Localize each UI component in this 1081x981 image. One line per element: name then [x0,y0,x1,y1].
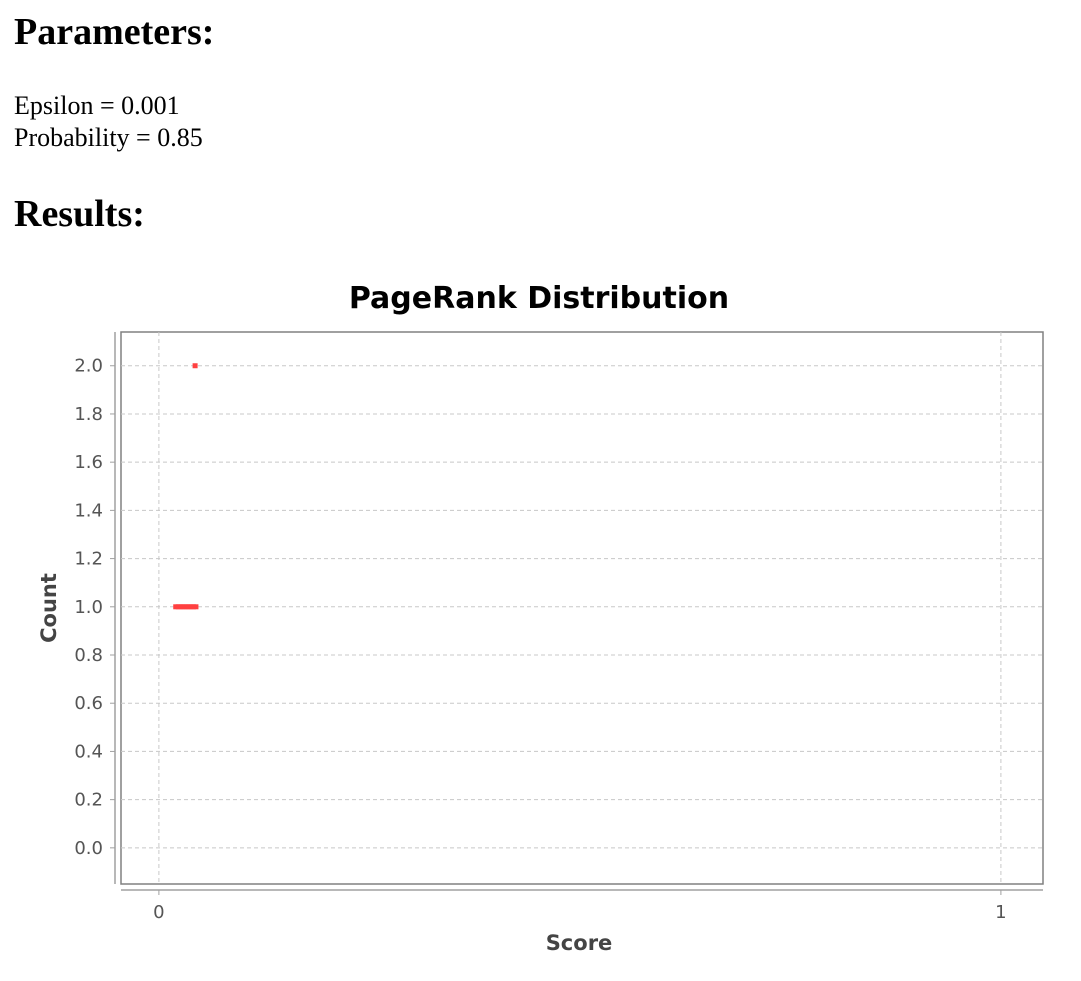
y-tick-label: 2.0 [74,356,103,377]
chart-title: PageRank Distribution [349,281,729,316]
y-tick-label: 1.4 [74,500,103,521]
param-epsilon: Epsilon = 0.001 [14,91,180,120]
x-tick-label: 1 [995,902,1006,923]
y-tick-label: 1.0 [74,597,103,618]
chart-svg: PageRank Distribution 0.0 0.2 0.4 0.6 0.8 1.0… [37,281,1044,955]
data-point [190,604,196,610]
y-axis-ticks: 0.0 0.2 0.4 0.6 0.8 1.0 1.2 1.4 1.6 1.8 2.0 [74,356,115,859]
parameters-heading: Parameters: [14,11,215,53]
plot-area [120,331,1044,885]
grid [121,332,1043,884]
data-point [193,604,199,610]
data-point [188,604,194,610]
y-tick-label: 0.8 [74,645,103,666]
y-tick-label: 1.2 [74,549,103,570]
y-tick-label: 1.6 [74,452,103,473]
results-heading: Results: [14,193,145,235]
y-tick-label: 1.8 [74,404,103,425]
data-point [185,604,191,610]
x-axis-label: Score [546,931,613,955]
data-point [175,604,181,610]
y-tick-label: 0.6 [74,693,103,714]
data-point [183,604,189,610]
x-tick-label: 0 [153,902,164,923]
data-point [192,363,198,369]
y-tick-label: 0.4 [74,741,103,762]
param-probability: Probability = 0.85 [14,123,203,152]
pagerank-chart: PageRank Distribution 0.0 0.2 0.4 0.6 0.8 1.0… [30,268,1060,968]
data-point [180,604,186,610]
y-axis-label: Count [37,573,61,643]
data-points [173,363,199,610]
y-tick-label: 0.2 [74,790,103,811]
data-point [178,604,184,610]
y-tick-label: 0.0 [74,838,103,859]
data-point [173,604,179,610]
